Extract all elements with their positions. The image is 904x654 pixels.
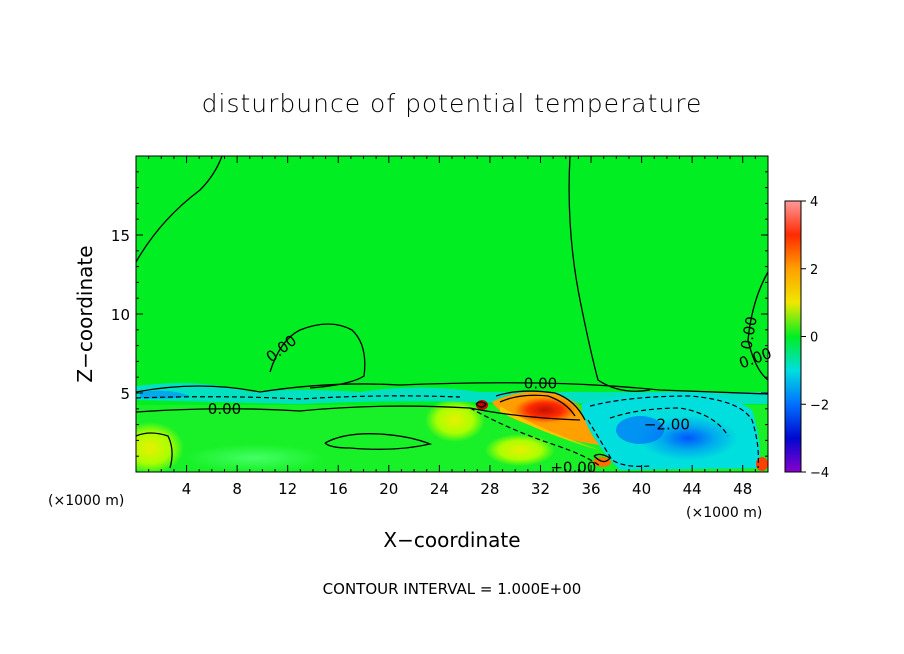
colorbar-tick-label: 0 — [810, 331, 818, 346]
y-tick-label: 5 — [120, 385, 130, 403]
x-tick-label: 12 — [278, 480, 297, 498]
yellow-patch-left — [136, 422, 184, 472]
negative-contours — [136, 395, 759, 469]
x-tick-label: 24 — [430, 480, 449, 498]
x-unit-right: (×1000 m) — [686, 505, 762, 521]
x-tick-label: 28 — [480, 480, 499, 498]
x-tick-label: 32 — [531, 480, 550, 498]
x-axis-label: X−coordinate — [383, 528, 520, 552]
y-axis-label: Z−coordinate — [73, 245, 97, 382]
svg-text:0.00: 0.00 — [737, 315, 761, 351]
contour-label: 0.00 — [524, 375, 557, 393]
colorbar-tick-label: 4 — [810, 195, 818, 210]
x-tick-label: 4 — [182, 480, 192, 498]
x-tick-label: 8 — [232, 480, 242, 498]
contour-label: −2.00 — [644, 416, 690, 434]
contour-label: 0.00 — [737, 315, 761, 351]
x-tick-label: 36 — [581, 480, 600, 498]
contour-interval-note: CONTOUR INTERVAL = 1.000E+00 — [323, 580, 582, 598]
heatmap-field — [136, 156, 768, 472]
x-tick-label: 16 — [329, 480, 348, 498]
x-tick-label: 40 — [632, 480, 651, 498]
colorbar-tick-label: −4 — [810, 466, 829, 481]
svg-text:0.00: 0.00 — [524, 375, 557, 393]
x-tick-label: 44 — [683, 480, 702, 498]
y-tick-label: 10 — [111, 306, 130, 324]
svg-text:+0.00: +0.00 — [550, 458, 596, 476]
colorbar-ticks: 4 2 0 −2 −4 — [801, 195, 829, 481]
y-tick-label: 15 — [111, 227, 130, 245]
colorbar — [784, 200, 802, 473]
contour-label: +0.00 — [550, 458, 596, 476]
x-unit-left: (×1000 m) — [48, 493, 124, 509]
colorbar-tick-label: 2 — [810, 263, 818, 278]
x-tick-label: 48 — [733, 480, 752, 498]
x-tick-label: 20 — [379, 480, 398, 498]
x-axis: 4 8 12 16 20 24 28 32 36 40 44 48 — [148, 156, 756, 498]
contour-lines — [136, 156, 768, 469]
svg-text:−2.00: −2.00 — [644, 416, 690, 434]
colorbar-tick-label: −2 — [810, 398, 829, 413]
contour-label: 0.00 — [208, 400, 241, 418]
y-axis: 5 10 15 — [111, 171, 768, 457]
svg-text:0.00: 0.00 — [208, 400, 241, 418]
chart-title: disturbunce of potential temperature — [202, 89, 703, 118]
